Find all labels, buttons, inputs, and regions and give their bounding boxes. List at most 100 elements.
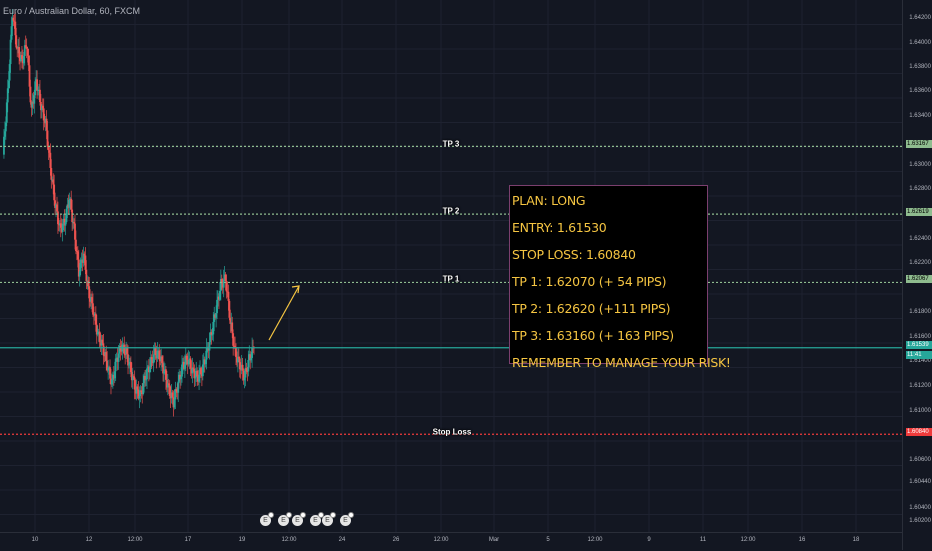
tp3-price-badge: 1.63167 [906,140,932,148]
candle-down [18,47,21,58]
price-tick: 1.60600 [909,457,931,463]
candle-down [105,352,108,361]
candle-down [141,392,144,394]
plan-entry: ENTRY: 1.61530 [512,220,607,235]
candle-up [184,355,187,365]
candle-down [144,375,146,381]
candle-up [17,47,20,49]
candle-down [39,89,41,102]
event-marker[interactable]: E [292,512,306,526]
candle-down [25,46,28,49]
candle-up [4,122,7,132]
candle-down [116,357,119,362]
candle-down [249,354,252,361]
candle-down [175,389,178,392]
candle-down [101,339,104,344]
candle-down [127,354,129,366]
candle-down [150,357,153,360]
candle-up [8,64,11,81]
plan-tp2: TP 2: 1.62620 (+111 PIPS) [512,301,671,316]
candle-down [186,359,189,365]
stop-loss-label[interactable]: Stop Loss [432,427,472,437]
candle-up [68,200,71,208]
candle-down [197,376,200,382]
tp3-label[interactable]: TP 3 [442,139,460,149]
candle-up [145,379,147,381]
candle-up [148,367,151,373]
candle-down [81,259,84,263]
candle-up [157,350,160,352]
tp1-label[interactable]: TP 1 [442,274,460,284]
candle-down [183,361,185,369]
candle-up [111,379,113,385]
event-marker[interactable]: E [340,512,354,526]
candle-down [126,347,128,355]
candle-up [38,89,40,91]
price-chart[interactable]: Euro / Australian Dollar, 60, FXCM TP 3 … [0,0,902,532]
time-tick: 12:00 [740,537,756,543]
candle-down [89,298,92,302]
event-marker[interactable]: E [260,512,274,526]
candle-up [90,297,92,302]
plan-tp1: TP 1: 1.62070 (+ 54 PIPS) [512,274,667,289]
event-marker[interactable]: E [310,512,324,526]
candle-up [128,364,130,366]
time-tick: 17 [184,537,192,543]
candle-up [152,354,155,364]
candle-up [34,81,37,96]
candle-down [46,130,49,147]
candle-up [209,332,212,343]
event-marker[interactable]: E [322,512,336,526]
candle-up [243,377,246,381]
time-tick: 12:00 [281,537,297,543]
trade-plan-note[interactable]: PLAN: LONG ENTRY: 1.61530 STOP LOSS: 1.6… [509,185,731,370]
candle-down [231,322,234,334]
candle-down [196,370,199,377]
candle-down [75,251,78,253]
candle-down [193,368,196,379]
candle-up [174,389,177,400]
candle-down [19,57,21,61]
candle-down [87,280,90,287]
stop-loss-price-badge: 1.60840 [906,428,932,436]
candle-down [200,368,202,375]
trend-arrow[interactable] [268,285,300,341]
candle-down [99,342,102,346]
chart-canvas[interactable] [0,0,902,532]
candle-up [212,321,215,335]
time-tick: 12 [85,537,93,543]
candle-down [185,355,188,360]
candle-up [118,345,121,354]
candle-up [82,253,85,263]
price-axis[interactable]: 1.64200 1.64000 1.63800 1.63600 1.63400 … [902,0,932,550]
symbol-title[interactable]: Euro / Australian Dollar, 60, FXCM [3,6,141,16]
event-marker[interactable]: E [278,512,292,526]
candle-up [108,367,110,369]
candle-down [229,317,232,324]
candle-down [172,397,175,408]
time-axis[interactable]: 10 12 12:00 17 19 12:00 24 26 12:00 Mar … [0,532,902,551]
candle-down [133,377,136,390]
candle-up [7,80,10,89]
candle-down [123,344,126,355]
candle-up [149,357,152,368]
candle-down [45,118,48,131]
candle-down [73,221,75,224]
candle-down [84,255,87,270]
candle-up [153,347,156,355]
candle-down [28,65,31,87]
candle-down [238,358,241,370]
candle-down [77,259,80,277]
candle-up [194,377,197,379]
tp2-label[interactable]: TP 2 [442,206,460,216]
candle-up [216,299,218,314]
candle-up [202,359,205,365]
candle-down [16,47,19,49]
candle-up [230,322,233,324]
price-tick: 1.64000 [909,40,931,46]
candle-down [232,333,235,346]
candle-up [219,279,222,291]
candle-down [236,357,238,363]
candle-up [64,222,67,226]
candle-up [251,347,254,358]
